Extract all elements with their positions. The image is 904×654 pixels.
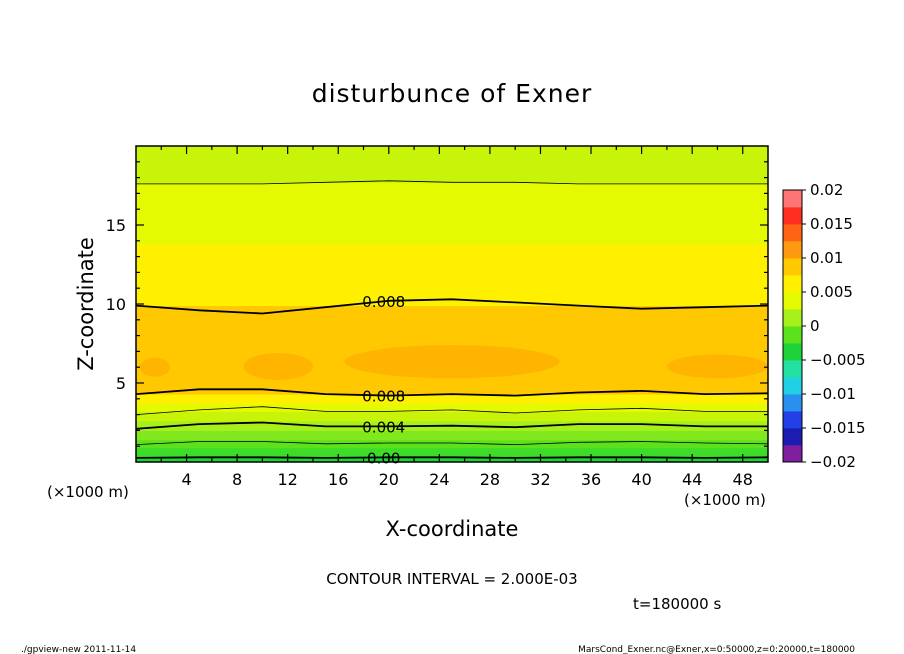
filled-band-11 <box>136 146 768 183</box>
y-axis-label: Z-coordinate <box>74 237 98 371</box>
x-tick-label: 24 <box>429 470 449 489</box>
colorbar-cell-8 <box>783 309 802 327</box>
x-axis-label: X-coordinate <box>386 517 519 541</box>
colorbar-cell-5 <box>783 360 802 378</box>
colorbar-tick-label: 0.015 <box>810 215 853 233</box>
colorbar-cell-12 <box>783 241 802 259</box>
colorbar-tick-label: −0.01 <box>810 385 856 403</box>
contour-interval-label: CONTOUR INTERVAL = 2.000E-03 <box>326 570 577 588</box>
colorbar-cell-7 <box>783 326 802 344</box>
colorbar-cell-6 <box>783 343 802 361</box>
patch-2 <box>344 345 560 379</box>
contour-label-5: 0.008 <box>362 293 405 311</box>
patch-0 <box>139 357 171 377</box>
filled-band-3 <box>136 430 768 441</box>
time-label: t=180000 s <box>633 595 721 613</box>
contour-line-0 <box>136 456 768 459</box>
colorbar-cell-1 <box>783 428 802 446</box>
colorbar-cell-15 <box>783 190 802 208</box>
colorbar-cell-9 <box>783 292 802 310</box>
y-axis-unit: (×1000 m) <box>47 483 129 501</box>
contour-line-6 <box>136 180 768 185</box>
x-tick-label: 12 <box>278 470 298 489</box>
chart-title: disturbunce of Exner <box>312 79 593 108</box>
colorbar-cell-2 <box>783 411 802 429</box>
colorbar-tick-label: −0.005 <box>810 351 866 369</box>
y-tick-label: 10 <box>106 295 126 314</box>
colorbar-cell-4 <box>783 377 802 395</box>
colorbar-cell-13 <box>783 224 802 242</box>
filled-band-2 <box>136 439 768 449</box>
x-axis-unit: (×1000 m) <box>684 491 766 509</box>
filled-band-10 <box>136 182 768 245</box>
x-tick-label: 4 <box>181 470 191 489</box>
filled-band-7 <box>136 394 768 405</box>
contour-line-3 <box>136 406 768 415</box>
contour-label-0: 0.00 <box>367 449 400 467</box>
colorbar-cell-14 <box>783 207 802 225</box>
colorbar-tick-label: −0.015 <box>810 419 866 437</box>
footer-right: MarsCond_Exner.nc@Exner,x=0:50000,z=0:20… <box>578 645 855 654</box>
filled-band-6 <box>136 403 768 412</box>
filled-band-5 <box>136 411 768 422</box>
x-tick-label: 48 <box>733 470 753 489</box>
filled-band-9 <box>136 243 768 307</box>
x-tick-label: 8 <box>232 470 242 489</box>
colorbar-tick-label: 0.02 <box>810 181 843 199</box>
colorbar-tick-label: −0.02 <box>810 453 856 471</box>
x-tick-label: 28 <box>480 470 500 489</box>
contour-line-5 <box>136 298 768 315</box>
colorbar-tick-label: 0.005 <box>810 283 853 301</box>
footer-left: ./gpview-new 2011-11-14 <box>21 645 136 654</box>
contour-label-4: 0.008 <box>362 388 405 406</box>
contour-line-2 <box>136 421 768 430</box>
y-tick-label: 15 <box>106 216 126 235</box>
x-tick-label: 32 <box>530 470 550 489</box>
x-tick-label: 40 <box>631 470 651 489</box>
filled-band-0 <box>136 457 768 462</box>
y-tick-label: 5 <box>116 374 126 393</box>
colorbar: 0.02 0.015 0.01 0.005 0 −0.005 −0.01 −0.015 −0.0… <box>782 181 866 471</box>
contour-line-1 <box>136 441 768 446</box>
colorbar-cell-3 <box>783 394 802 412</box>
patch-3 <box>666 354 768 379</box>
contour-line-4 <box>136 388 768 397</box>
x-tick-label: 36 <box>581 470 601 489</box>
contour-label-2: 0.004 <box>362 418 405 436</box>
colorbar-cell-0 <box>783 445 802 463</box>
x-tick-label: 44 <box>682 470 702 489</box>
x-tick-label: 16 <box>328 470 348 489</box>
patch-1 <box>243 352 313 380</box>
colorbar-cell-10 <box>783 275 802 293</box>
colorbar-cell-11 <box>783 258 802 276</box>
colorbar-tick-label: 0 <box>810 317 820 335</box>
colorbar-tick-label: 0.01 <box>810 249 843 267</box>
filled-band-1 <box>136 447 768 458</box>
x-tick-label: 20 <box>379 470 399 489</box>
